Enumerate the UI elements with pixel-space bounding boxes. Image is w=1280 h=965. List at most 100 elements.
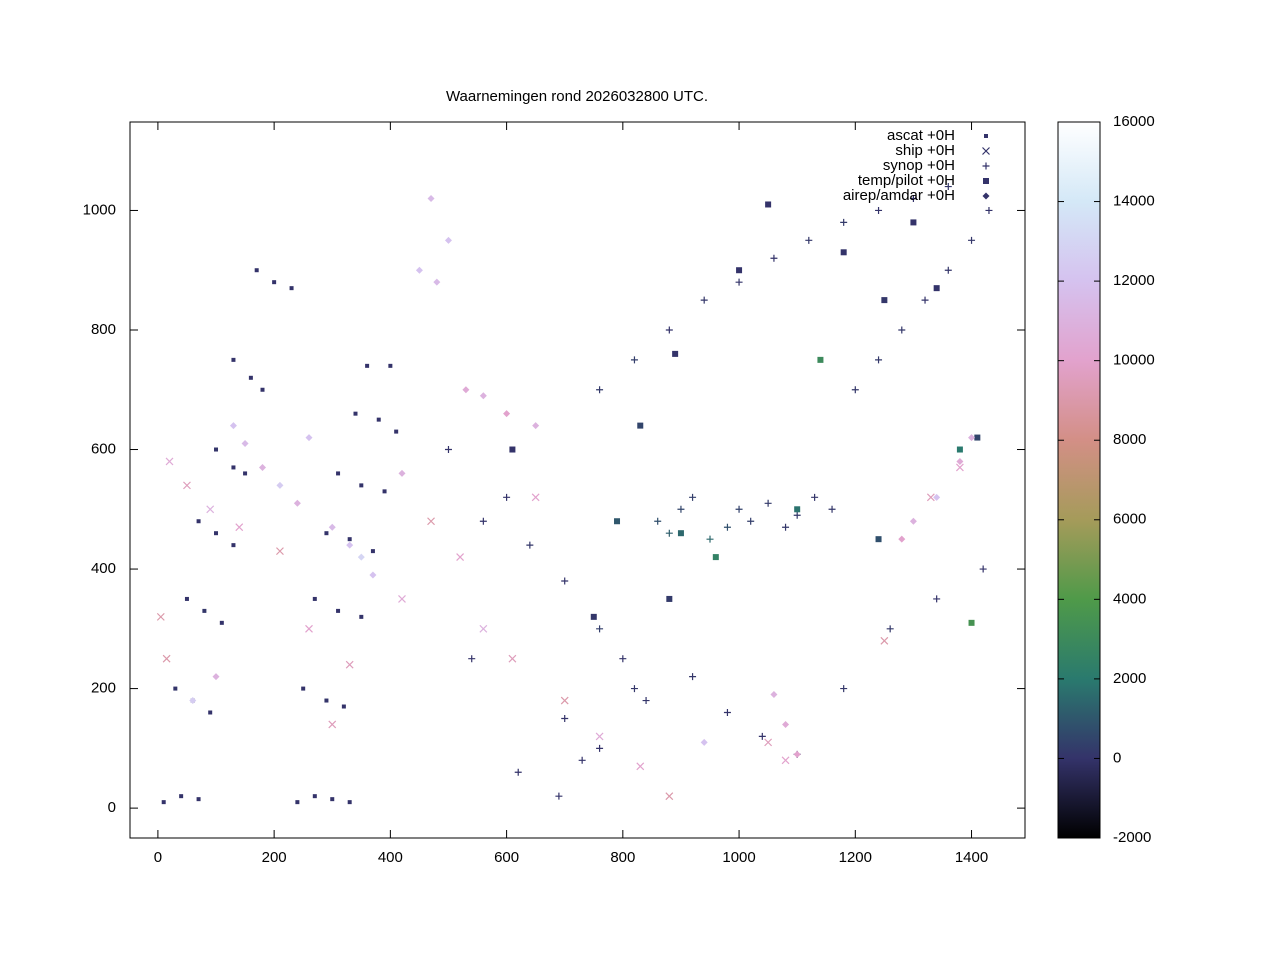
x-tick-label: 1200 [839, 849, 872, 866]
synop-point [851, 386, 859, 394]
temp-point [666, 595, 673, 602]
airep-point [479, 392, 487, 400]
synop-point [630, 685, 638, 693]
temp-point [590, 613, 597, 620]
synop-point [944, 266, 952, 274]
synop-point [944, 183, 952, 191]
ship-point [276, 547, 284, 556]
temp-point [817, 356, 824, 363]
synop-point [561, 577, 569, 585]
ascat-point [370, 549, 375, 554]
synop-point [479, 517, 487, 525]
synop-point [747, 517, 755, 525]
ship-point [165, 457, 174, 466]
airep-point [276, 481, 284, 489]
ship-point [183, 481, 191, 490]
ship-point [345, 660, 354, 669]
ascat-point [382, 489, 387, 494]
synop-point [723, 708, 731, 716]
ascat-point [388, 363, 393, 368]
ship-point [305, 624, 313, 633]
ascat-point [336, 608, 341, 613]
ship-point [880, 636, 889, 645]
temp-point [968, 619, 975, 626]
legend-label: airep/amdar +0H [843, 187, 955, 204]
airep-point [212, 673, 220, 681]
synop-point [444, 446, 452, 454]
temp-point [881, 297, 888, 304]
airep-point [770, 691, 778, 699]
ship-point [206, 505, 215, 514]
x-tick-label: 400 [378, 849, 403, 866]
synop-point [909, 195, 917, 203]
synop-point [782, 523, 790, 531]
y-tick-label: 1000 [83, 201, 116, 218]
synop-point [921, 296, 929, 304]
synop-point [933, 595, 941, 603]
y-tick-label: 800 [91, 321, 116, 338]
colorbar-tick-label: 16000 [1113, 113, 1155, 130]
synop-point [886, 625, 894, 633]
synop-point [561, 714, 569, 722]
ascat-point [289, 286, 294, 291]
ascat-point [324, 531, 329, 536]
temp-point [933, 285, 940, 292]
airep-point [369, 571, 377, 579]
airep-point [433, 278, 441, 286]
synop-point [875, 356, 883, 364]
synop-point [665, 326, 673, 334]
airep-point [415, 266, 423, 274]
ascat-point [353, 411, 358, 416]
temp-point [637, 422, 644, 429]
ascat-point [248, 375, 253, 380]
colorbar-tick-label: 12000 [1113, 272, 1155, 289]
airep-point [328, 523, 336, 531]
synop-point [979, 565, 987, 573]
temp-point [614, 518, 621, 525]
ship-point [636, 762, 645, 771]
synop-point [578, 756, 586, 764]
colorbar-tick-label: 14000 [1113, 193, 1155, 210]
x-tick-label: 1400 [955, 849, 988, 866]
temp-point [840, 249, 847, 256]
ship-point [479, 624, 488, 633]
x-tick-label: 600 [494, 849, 519, 866]
synop-point [596, 386, 604, 394]
x-tick-label: 1000 [722, 849, 755, 866]
ascat-point [336, 471, 341, 476]
x-tick-label: 0 [154, 849, 162, 866]
airep-point [346, 541, 354, 549]
legend-label: ship +0H [895, 142, 955, 159]
ascat-point [208, 710, 213, 715]
synop-point [503, 493, 511, 501]
ascat-point [301, 686, 306, 691]
ascat-point [330, 797, 335, 802]
ascat-point [196, 797, 201, 802]
synop-point [770, 254, 778, 262]
synop-point [596, 744, 604, 752]
airep-point [700, 738, 708, 746]
ascat-point [196, 519, 201, 524]
x-tick-label: 800 [610, 849, 635, 866]
ascat-point [376, 417, 381, 422]
airep-point [398, 469, 406, 477]
synop-point [805, 236, 813, 244]
airep-point [357, 553, 365, 561]
colorbar-tick-label: 2000 [1113, 670, 1146, 687]
ascat-point [272, 280, 277, 285]
ship-point [595, 732, 604, 741]
airep-point [532, 422, 540, 430]
synop-point [689, 493, 697, 501]
ascat-point [231, 357, 236, 362]
ship-point [328, 720, 337, 729]
synop-point [793, 511, 801, 519]
ship-point [398, 595, 406, 603]
ship-point [162, 654, 171, 663]
ascat-point [324, 698, 329, 703]
ascat-point [260, 387, 265, 392]
ship-point [665, 792, 674, 801]
temp-point [736, 267, 743, 274]
temp-point [910, 219, 917, 226]
ascat-point [179, 794, 184, 799]
